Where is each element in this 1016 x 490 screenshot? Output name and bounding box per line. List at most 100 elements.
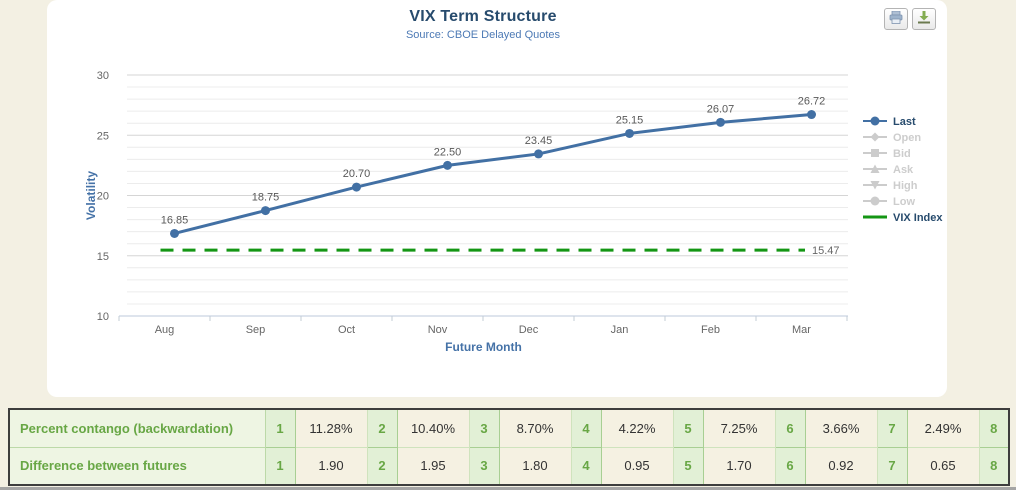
legend-item-label: VIX Index	[893, 212, 943, 224]
rank-cell: 8	[978, 408, 1010, 448]
rank-cell: 1	[264, 408, 296, 448]
chart-title: VIX Term Structure	[409, 8, 557, 25]
y-axis-title: Volatility	[84, 171, 98, 220]
legend-item-label: Open	[893, 132, 922, 144]
x-axis-tick-label: Sep	[246, 324, 266, 336]
bottom-divider	[0, 487, 1016, 490]
data-point-label: 18.75	[252, 192, 280, 204]
y-axis-tick-label: 10	[97, 311, 109, 323]
x-axis-tick-label: Nov	[428, 324, 448, 336]
x-axis-tick-label: Oct	[338, 324, 355, 336]
data-point-label: 25.15	[616, 114, 644, 126]
vix-index-value-label: 15.47	[812, 245, 840, 257]
table-row-label: Difference between futures	[8, 446, 266, 486]
x-axis-tick-label: Jan	[611, 324, 629, 336]
circle-marker-icon	[862, 113, 893, 131]
y-axis-tick-label: 25	[97, 130, 109, 142]
legend-item-high[interactable]: High	[862, 178, 943, 194]
rank-cell: 2	[366, 408, 398, 448]
rank-cell: 8	[978, 446, 1010, 486]
value-cell: 3.66%	[804, 408, 878, 448]
legend-item-open[interactable]: Open	[862, 130, 943, 146]
y-axis-tick-label: 15	[97, 251, 109, 263]
legend-item-label: Bid	[893, 148, 911, 160]
circle-marker-icon	[862, 193, 893, 211]
data-point-marker[interactable]	[716, 117, 725, 127]
value-cell: 1.95	[396, 446, 470, 486]
chart-subtitle: Source: CBOE Delayed Quotes	[405, 29, 561, 41]
x-axis-title: Future Month	[445, 340, 522, 354]
chart-toolbar	[884, 8, 936, 30]
chart-legend: Last Open Bid Ask High Low VIX Index	[862, 114, 943, 226]
rank-cell: 6	[774, 446, 806, 486]
rank-cell: 6	[774, 408, 806, 448]
data-point-marker[interactable]	[443, 160, 452, 170]
data-point-label: 26.72	[798, 96, 826, 108]
data-point-label: 22.50	[434, 146, 462, 158]
value-cell: 10.40%	[396, 408, 470, 448]
legend-item-last[interactable]: Last	[862, 114, 943, 130]
legend-item-label: Ask	[893, 164, 914, 176]
x-axis-tick-label: Aug	[155, 324, 175, 336]
legend-item-vix-index[interactable]: VIX Index	[862, 210, 943, 226]
square-marker-icon	[862, 145, 893, 163]
data-point-marker[interactable]	[170, 228, 179, 238]
value-cell: 1.90	[294, 446, 368, 486]
data-point-marker[interactable]	[352, 182, 361, 192]
rank-cell: 4	[570, 446, 602, 486]
y-axis-tick-label: 30	[97, 70, 109, 82]
value-cell: 8.70%	[498, 408, 572, 448]
rank-cell: 4	[570, 408, 602, 448]
data-point-marker[interactable]	[534, 149, 543, 159]
line-marker-icon	[862, 209, 893, 227]
diamond-marker-icon	[862, 129, 893, 147]
vix-term-structure-chart: 10 15 20 25 30 Volatility Aug Sep Oct Nov Dec Jan Fe…	[84, 70, 848, 354]
last-series-line	[173, 113, 813, 235]
data-point-label: 23.45	[525, 135, 553, 147]
triangle-marker-icon	[862, 161, 893, 179]
rank-cell: 7	[876, 446, 908, 486]
data-point-marker[interactable]	[807, 110, 816, 120]
rank-cell: 3	[468, 408, 500, 448]
table-row: Percent contango (backwardation) 1 11.28% 2…	[8, 408, 1010, 448]
legend-item-low[interactable]: Low	[862, 194, 943, 210]
data-point-marker[interactable]	[625, 128, 634, 138]
rank-cell: 2	[366, 446, 398, 486]
print-chart-button[interactable]	[884, 8, 908, 30]
data-point-marker[interactable]	[261, 206, 270, 216]
legend-item-label: Low	[893, 196, 915, 208]
data-point-label: 20.70	[343, 168, 371, 180]
data-point-label: 26.07	[707, 103, 735, 115]
rank-cell: 3	[468, 446, 500, 486]
triangle-down-marker-icon	[862, 177, 893, 195]
value-cell: 2.49%	[906, 408, 980, 448]
legend-item-label: Last	[893, 116, 916, 128]
chart-panel: VIX Term Structure Source: CBOE Delayed …	[47, 0, 947, 397]
value-cell: 11.28%	[294, 408, 368, 448]
data-point-label: 16.85	[161, 214, 189, 226]
table-row-label: Percent contango (backwardation)	[8, 408, 266, 448]
rank-cell: 5	[672, 408, 704, 448]
x-axis-tick-label: Dec	[519, 324, 539, 336]
futures-metrics-table: Percent contango (backwardation) 1 11.28% 2…	[8, 408, 1010, 486]
legend-item-label: High	[893, 180, 918, 192]
x-axis-tick-label: Mar	[792, 324, 811, 336]
y-axis-tick-label: 20	[97, 191, 109, 203]
value-cell: 4.22%	[600, 408, 674, 448]
chart-header: VIX Term Structure Source: CBOE Delayed …	[47, 8, 919, 41]
download-icon	[917, 11, 931, 27]
x-axis-tick-label: Feb	[701, 324, 720, 336]
value-cell: 1.70	[702, 446, 776, 486]
legend-item-ask[interactable]: Ask	[862, 162, 943, 178]
download-chart-button[interactable]	[912, 8, 936, 30]
value-cell: 7.25%	[702, 408, 776, 448]
printer-icon	[889, 10, 903, 27]
value-cell: 1.80	[498, 446, 572, 486]
value-cell: 0.92	[804, 446, 878, 486]
rank-cell: 5	[672, 446, 704, 486]
value-cell: 0.95	[600, 446, 674, 486]
legend-item-bid[interactable]: Bid	[862, 146, 943, 162]
rank-cell: 7	[876, 408, 908, 448]
table-row: Difference between futures 1 1.90 2 1.95 3 1.8…	[8, 446, 1010, 486]
